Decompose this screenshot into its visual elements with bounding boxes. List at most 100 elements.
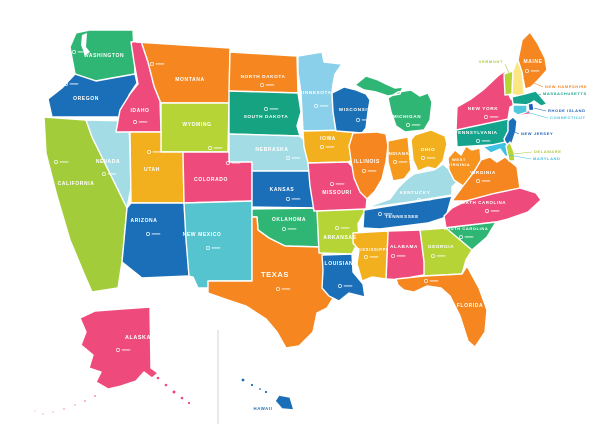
capital-marker-text-tx: [281, 288, 291, 290]
capital-marker-text-ky: [422, 199, 432, 201]
states-layer: [33, 29, 548, 416]
capital-marker-il: [362, 169, 366, 173]
capital-marker-text-ny: [489, 116, 499, 118]
capital-marker-text-me: [530, 70, 540, 72]
state-label-ny: NEW YORK: [468, 106, 499, 111]
capital-marker-text-nm: [211, 247, 221, 249]
state-label-fl: FLORIDA: [457, 303, 483, 309]
capital-marker-text-fl: [429, 280, 439, 282]
state-label-nj: NEW JERSEY: [521, 131, 553, 136]
alaska-panhandle-island: [171, 389, 177, 395]
capital-marker-text-la: [343, 285, 353, 287]
alaska-panhandle-island: [155, 375, 161, 381]
puget-sound-cutout: [81, 33, 90, 55]
capital-marker-text-nc: [490, 210, 500, 212]
state-label-mo: MISSOURI: [322, 190, 352, 196]
capital-marker-oh: [421, 156, 425, 160]
state-label-ga: GEORGIA: [428, 244, 454, 249]
alaska-panhandle-island: [179, 395, 185, 401]
state-label-id: IDAHO: [130, 108, 149, 114]
leader-line-ri: [533, 107, 547, 112]
leader-line-vt: [504, 63, 510, 74]
state-texas: [207, 216, 336, 349]
capital-marker-text-ga: [436, 255, 446, 257]
capital-marker-text-ne: [291, 157, 301, 159]
state-label-ca: CALIFORNIA: [58, 181, 95, 187]
state-label-ar: ARKANSAS: [323, 235, 356, 241]
state-label-me: MAINE: [523, 59, 542, 65]
state-indiana: [387, 136, 412, 182]
capital-marker-text-pa: [481, 140, 491, 142]
state-label-wv: WEST VIRGINIA: [448, 157, 471, 167]
capital-marker-va: [476, 179, 480, 183]
state-label-nd: NORTH DAKOTA: [241, 74, 286, 79]
state-louisiana: [321, 253, 366, 302]
aleutian-island: [92, 393, 98, 399]
state-michigan: [354, 75, 433, 133]
aleutian-island: [82, 398, 88, 404]
capital-marker-la: [338, 284, 342, 288]
state-label-ky: KENTUCKY: [400, 190, 431, 195]
state-label-oh: OHIO: [421, 147, 436, 153]
state-label-wy: WYOMING: [182, 122, 211, 128]
capital-marker-tx: [276, 287, 280, 291]
capital-marker-text-mi: [411, 124, 421, 126]
capital-marker-sd: [264, 107, 268, 111]
capital-marker-ky: [417, 198, 421, 202]
capital-marker-text-al: [396, 255, 406, 257]
state-label-vt: VERMONT: [479, 59, 503, 64]
capital-marker-text-in: [398, 161, 408, 163]
capital-marker-wi: [356, 118, 360, 122]
state-label-ok: OKLAHOMA: [272, 217, 306, 223]
capital-marker-ak: [116, 348, 120, 352]
state-label-nv: NEVADA: [96, 159, 120, 165]
leader-line-md: [508, 154, 532, 160]
state-label-nc: NORTH CAROLINA: [458, 200, 507, 205]
capital-marker-in: [393, 160, 397, 164]
capital-marker-wa: [72, 50, 76, 54]
hawaii-big-island: [274, 394, 295, 411]
state-north-dakota: [228, 51, 299, 94]
state-west-virginia: [447, 145, 482, 187]
florida-keys: [475, 350, 479, 354]
capital-marker-text-wi: [361, 119, 371, 121]
capital-marker-text-ca: [59, 161, 69, 163]
state-label-az: ARIZONA: [131, 218, 158, 224]
state-wisconsin: [331, 86, 371, 134]
capital-marker-text-sc: [464, 236, 474, 238]
capital-marker-text-wa: [77, 51, 87, 53]
hawaii-island: [240, 377, 246, 383]
capital-marker-text-ms: [369, 256, 379, 258]
state-label-or: OREGON: [73, 96, 99, 102]
hawaii-island: [263, 389, 269, 395]
capital-marker-ut: [147, 150, 151, 154]
capital-marker-nv: [102, 172, 106, 176]
capital-marker-text-oh: [426, 157, 436, 159]
capital-marker-text-wy: [213, 147, 223, 149]
state-florida: [395, 265, 488, 348]
hawaii-island: [257, 386, 263, 392]
state-label-ne: NEBRASKA: [255, 147, 288, 153]
state-label-ma: MASSACHUSETTS: [543, 91, 587, 96]
capital-marker-text-ut: [152, 151, 162, 153]
state-label-tx: TEXAS: [261, 270, 289, 279]
capital-marker-sc: [459, 235, 463, 239]
state-label-la: LOUISIANA: [325, 261, 358, 267]
state-label-va: VIRGINIA: [470, 170, 496, 175]
capital-marker-text-sd: [269, 108, 279, 110]
capital-marker-me: [525, 69, 529, 73]
capital-marker-ia: [320, 145, 324, 149]
capital-marker-text-tn: [383, 213, 393, 215]
capital-marker-tn: [378, 212, 382, 216]
capital-marker-az: [146, 232, 150, 236]
capital-marker-id: [133, 120, 137, 124]
alaska-panhandle-island: [163, 382, 169, 388]
state-label-ct: CONNECTICUT: [550, 115, 586, 120]
state-label-ut: UTAH: [144, 167, 160, 173]
state-new-mexico: [183, 200, 253, 289]
florida-keys: [469, 348, 473, 352]
state-label-ak: ALASKA: [125, 335, 151, 341]
capital-marker-mn: [314, 104, 318, 108]
capital-marker-text-or: [69, 83, 79, 85]
